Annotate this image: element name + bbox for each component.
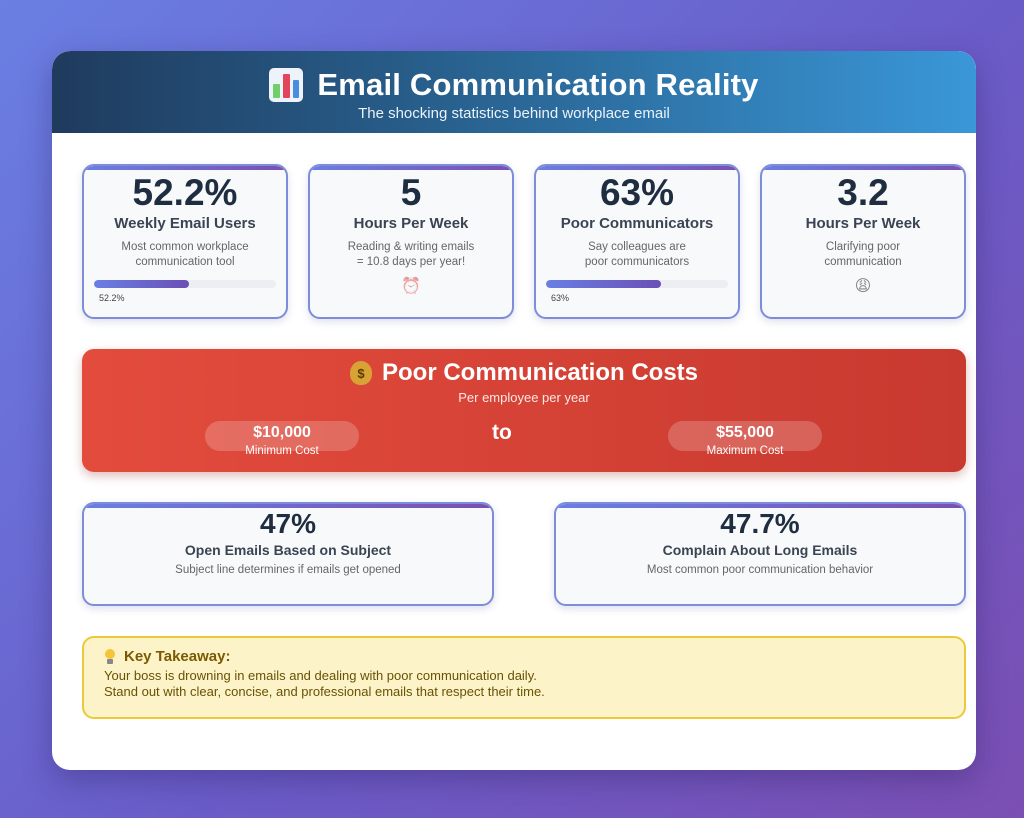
stat-label: Open Emails Based on Subject	[184, 542, 392, 558]
stat-description: Subject line determines if emails get op…	[175, 564, 401, 576]
progress-bar	[94, 280, 276, 288]
stat-label: Hours Per Week	[353, 215, 469, 232]
stat-desc-line1: Reading & writing emails	[347, 241, 475, 253]
takeaway-line2: Stand out with clear, concise, and profe…	[104, 684, 545, 699]
min-cost-pill: $10,000 Minimum Cost	[205, 421, 359, 457]
progress-bar	[546, 280, 728, 288]
stat-value: 47.7%	[720, 508, 800, 539]
stat-description: Clarifying poor communication	[762, 240, 964, 270]
progress-value: 63%	[551, 293, 570, 303]
light-bulb-icon	[104, 648, 116, 665]
stat-desc-line1: Most common workplace	[121, 241, 249, 253]
alarm-clock-icon: ⏰	[401, 278, 421, 295]
range-connector: to	[492, 421, 512, 444]
money-bag-icon: $	[349, 361, 372, 385]
stat-desc-line1: Clarifying poor	[825, 241, 901, 253]
stat-card-weekly-email-users: 52.2% Weekly Email Users Most common wor…	[82, 164, 288, 319]
stat-description: Reading & writing emails = 10.8 days per…	[310, 240, 512, 270]
takeaway-text: Your boss is drowning in emails and deal…	[104, 668, 964, 700]
max-cost-value: $55,000	[716, 424, 774, 441]
tired-face-icon: 😩	[854, 278, 872, 295]
min-cost-value: $10,000	[253, 424, 311, 441]
stat-label: Weekly Email Users	[114, 215, 256, 232]
stat-value: 47%	[259, 508, 317, 539]
min-cost-label: Minimum Cost	[245, 445, 319, 457]
max-cost-label: Maximum Cost	[706, 445, 784, 457]
cost-title: Poor Communication Costs	[381, 359, 699, 386]
stat-label: Complain About Long Emails	[662, 542, 858, 558]
cost-banner: $ Poor Communication Costs Per employee …	[82, 349, 966, 472]
stat-value: 52.2%	[132, 172, 238, 213]
stat-value: 63%	[599, 172, 675, 213]
stat-desc-line2: poor communicators	[584, 256, 690, 268]
takeaway-title: Key Takeaway:	[124, 648, 231, 665]
cost-subtitle: Per employee per year	[458, 390, 590, 405]
stat-value: 5	[400, 172, 422, 213]
stat-desc-line2: = 10.8 days per year!	[356, 256, 466, 268]
stat-card-poor-communicators: 63% Poor Communicators Say colleagues ar…	[534, 164, 740, 319]
progress-bar-fill	[94, 280, 189, 288]
max-cost-pill: $55,000 Maximum Cost	[668, 421, 822, 457]
stat-description: Say colleagues are poor communicators	[536, 240, 738, 270]
stat-card-open-by-subject: 47% Open Emails Based on Subject Subject…	[82, 502, 494, 606]
stat-value: 3.2	[837, 172, 889, 213]
bar-chart-icon	[269, 68, 304, 102]
stat-desc-line1: Say colleagues are	[588, 241, 686, 253]
stat-description: Most common workplace communication tool	[84, 240, 286, 270]
progress-value: 52.2%	[99, 293, 125, 303]
stat-card-hours-per-week: 5 Hours Per Week Reading & writing email…	[308, 164, 514, 319]
stat-desc-line2: communication	[824, 256, 902, 268]
takeaway-line1: Your boss is drowning in emails and deal…	[104, 668, 537, 683]
page-title: Email Communication Reality	[317, 67, 759, 102]
page-subtitle: The shocking statistics behind workplace…	[358, 105, 670, 122]
stat-desc-line2: communication tool	[135, 256, 235, 268]
stat-description: Most common poor communication behavior	[646, 564, 874, 576]
stat-label: Poor Communicators	[560, 215, 714, 232]
infographic-card: Email Communication Reality The shocking…	[52, 51, 976, 770]
stat-card-clarifying-hours: 3.2 Hours Per Week Clarifying poor commu…	[760, 164, 966, 319]
progress-bar-fill	[546, 280, 661, 288]
key-takeaway-box: Key Takeaway: Your boss is drowning in e…	[82, 636, 966, 719]
stat-label: Hours Per Week	[805, 215, 921, 232]
header-banner: Email Communication Reality The shocking…	[52, 51, 976, 133]
stat-card-long-emails: 47.7% Complain About Long Emails Most co…	[554, 502, 966, 606]
